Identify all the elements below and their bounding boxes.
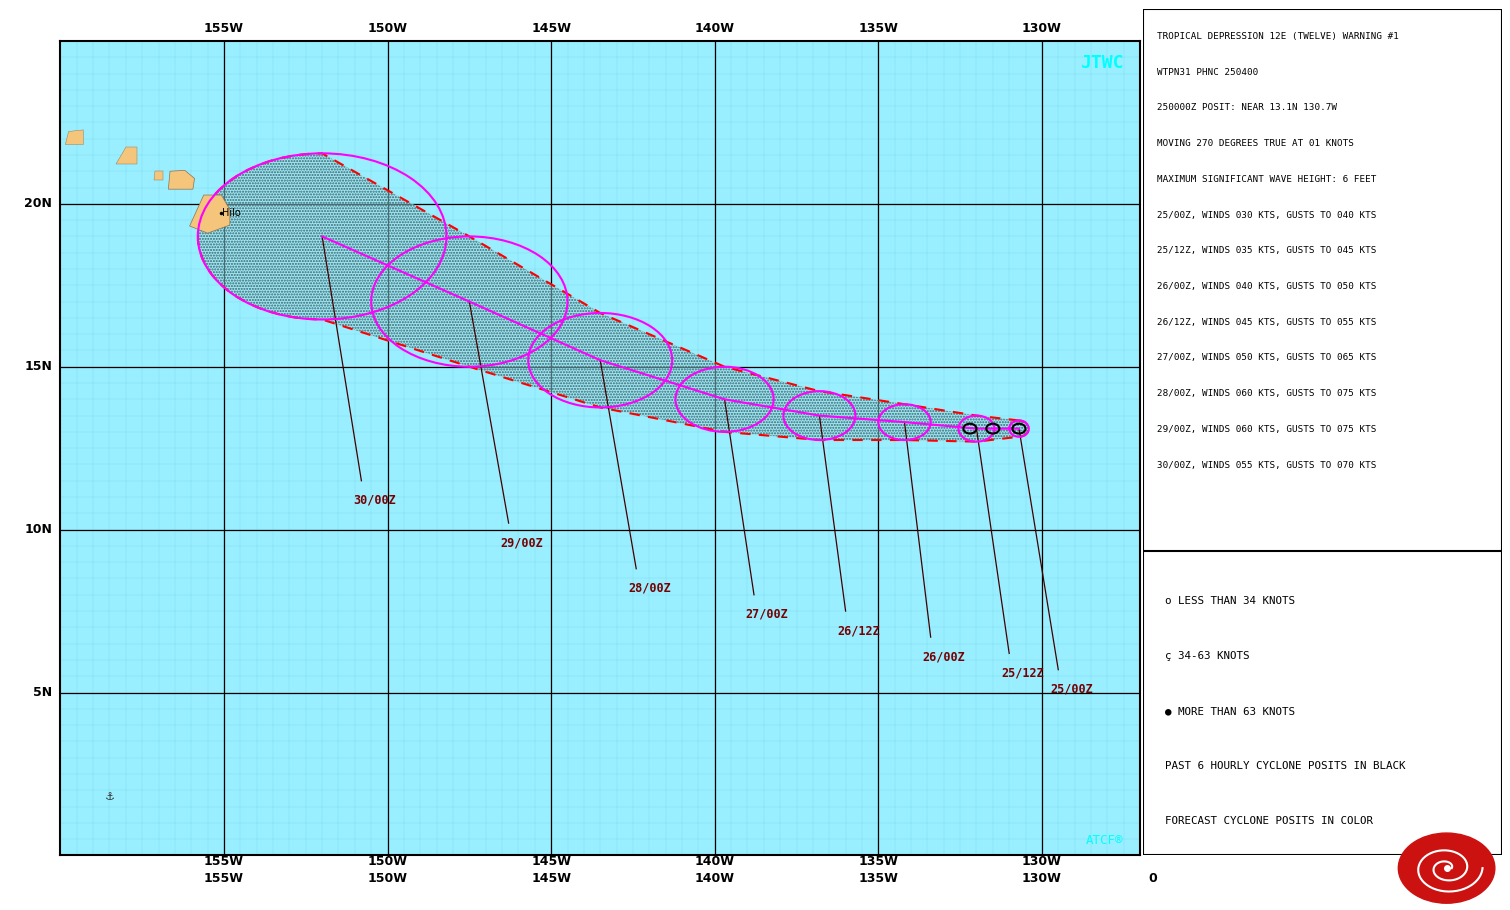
Text: 155W: 155W: [204, 23, 245, 35]
Text: JTWC: JTWC: [1080, 54, 1123, 72]
Text: 27/00Z, WINDS 050 KTS, GUSTS TO 065 KTS: 27/00Z, WINDS 050 KTS, GUSTS TO 065 KTS: [1158, 353, 1377, 362]
Polygon shape: [168, 170, 195, 189]
Text: 30/00Z: 30/00Z: [353, 494, 396, 507]
Text: 30/00Z, WINDS 055 KTS, GUSTS TO 070 KTS: 30/00Z, WINDS 055 KTS, GUSTS TO 070 KTS: [1158, 460, 1377, 470]
Text: 145W: 145W: [532, 23, 571, 35]
Text: 15N: 15N: [1149, 360, 1176, 373]
Polygon shape: [116, 147, 137, 164]
Text: 10N: 10N: [24, 523, 51, 536]
Text: PAST 6 HOURLY CYCLONE POSITS IN BLACK: PAST 6 HOURLY CYCLONE POSITS IN BLACK: [1164, 761, 1406, 771]
Text: 0: 0: [1149, 872, 1157, 885]
Text: 135W: 135W: [858, 855, 898, 868]
Polygon shape: [154, 170, 163, 180]
Text: TROPICAL DEPRESSION 12E (TWELVE) WARNING #1: TROPICAL DEPRESSION 12E (TWELVE) WARNING…: [1158, 32, 1400, 41]
Text: 20N: 20N: [1149, 197, 1176, 210]
FancyBboxPatch shape: [1143, 9, 1502, 551]
Text: 140W: 140W: [695, 872, 735, 885]
Polygon shape: [190, 195, 230, 233]
Text: 20N: 20N: [24, 197, 51, 210]
Text: 27/00Z: 27/00Z: [746, 608, 788, 621]
Text: WTPN31 PHNC 250400: WTPN31 PHNC 250400: [1158, 67, 1259, 76]
Text: 150W: 150W: [367, 23, 408, 35]
Text: 5N: 5N: [33, 686, 51, 699]
Text: 25/00Z, WINDS 030 KTS, GUSTS TO 040 KTS: 25/00Z, WINDS 030 KTS, GUSTS TO 040 KTS: [1158, 210, 1377, 219]
Text: 150W: 150W: [367, 872, 408, 885]
Text: ATCF®: ATCF®: [1086, 834, 1123, 847]
Text: 135W: 135W: [858, 23, 898, 35]
FancyBboxPatch shape: [1143, 551, 1502, 855]
Text: 145W: 145W: [532, 872, 571, 885]
Text: MOVING 270 DEGREES TRUE AT 01 KNOTS: MOVING 270 DEGREES TRUE AT 01 KNOTS: [1158, 139, 1354, 148]
Text: ç 34-63 KNOTS: ç 34-63 KNOTS: [1164, 652, 1249, 662]
Text: 29/00Z: 29/00Z: [500, 536, 544, 549]
Text: 25/12Z, WINDS 035 KTS, GUSTS TO 045 KTS: 25/12Z, WINDS 035 KTS, GUSTS TO 045 KTS: [1158, 247, 1377, 256]
Text: 130W: 130W: [1022, 23, 1062, 35]
Text: 140W: 140W: [695, 855, 735, 868]
Text: 145W: 145W: [532, 855, 571, 868]
Text: 26/12Z: 26/12Z: [838, 624, 880, 637]
Text: 135W: 135W: [858, 872, 898, 885]
Text: ⚓: ⚓: [104, 792, 115, 802]
Text: ● MORE THAN 63 KNOTS: ● MORE THAN 63 KNOTS: [1164, 706, 1294, 716]
Text: 5N: 5N: [1149, 686, 1167, 699]
Text: 28/00Z, WINDS 060 KTS, GUSTS TO 075 KTS: 28/00Z, WINDS 060 KTS, GUSTS TO 075 KTS: [1158, 389, 1377, 399]
Circle shape: [1398, 833, 1495, 904]
Text: 26/00Z: 26/00Z: [923, 650, 965, 663]
Text: 130W: 130W: [1022, 872, 1062, 885]
Text: 150W: 150W: [367, 855, 408, 868]
Text: 25/12Z: 25/12Z: [1001, 666, 1043, 680]
Text: 26/12Z, WINDS 045 KTS, GUSTS TO 055 KTS: 26/12Z, WINDS 045 KTS, GUSTS TO 055 KTS: [1158, 318, 1377, 327]
Text: 250000Z POSIT: NEAR 13.1N 130.7W: 250000Z POSIT: NEAR 13.1N 130.7W: [1158, 104, 1338, 112]
Text: MAXIMUM SIGNIFICANT WAVE HEIGHT: 6 FEET: MAXIMUM SIGNIFICANT WAVE HEIGHT: 6 FEET: [1158, 175, 1377, 184]
Text: 25/00Z: 25/00Z: [1049, 682, 1093, 696]
Text: 28/00Z: 28/00Z: [628, 581, 670, 595]
Text: 15N: 15N: [24, 360, 51, 373]
Text: 155W: 155W: [204, 872, 245, 885]
Text: FORECAST CYCLONE POSITS IN COLOR: FORECAST CYCLONE POSITS IN COLOR: [1164, 815, 1373, 825]
Polygon shape: [65, 130, 83, 145]
Text: 10N: 10N: [1149, 523, 1176, 536]
Text: Hilo: Hilo: [222, 207, 242, 217]
Text: 155W: 155W: [204, 855, 245, 868]
Text: o LESS THAN 34 KNOTS: o LESS THAN 34 KNOTS: [1164, 596, 1294, 606]
Text: 130W: 130W: [1022, 855, 1062, 868]
Text: 26/00Z, WINDS 040 KTS, GUSTS TO 050 KTS: 26/00Z, WINDS 040 KTS, GUSTS TO 050 KTS: [1158, 282, 1377, 291]
Polygon shape: [198, 154, 1028, 441]
Text: 29/00Z, WINDS 060 KTS, GUSTS TO 075 KTS: 29/00Z, WINDS 060 KTS, GUSTS TO 075 KTS: [1158, 425, 1377, 434]
Text: 140W: 140W: [695, 23, 735, 35]
